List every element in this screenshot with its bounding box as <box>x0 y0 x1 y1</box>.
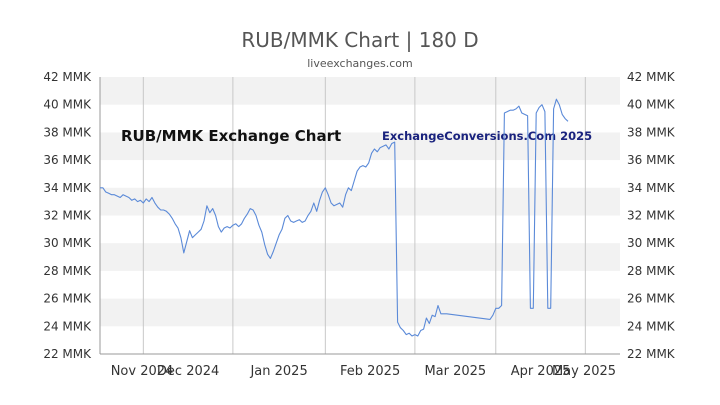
y-tick-right-1: 24 MMK <box>627 319 676 333</box>
watermark-right: ExchangeConversions.Com 2025 <box>382 129 592 143</box>
band-9 <box>100 77 620 105</box>
y-tick-left-8: 38 MMK <box>43 125 92 139</box>
band-7 <box>100 132 620 161</box>
y-axis-left-ticks: 22 MMK 24 MMK 26 MMK 28 MMK 30 MMK 32 MMK 34 M… <box>43 70 92 361</box>
y-tick-right-5: 32 MMK <box>627 209 676 223</box>
x-tick-0: Nov 2024 <box>111 364 174 379</box>
chart-title: RUB/MMK Chart | 180 D <box>241 28 478 52</box>
watermark-left: RUB/MMK Exchange Chart <box>121 127 341 145</box>
y-tick-left-2: 26 MMK <box>43 292 92 306</box>
y-tick-right-7: 36 MMK <box>627 153 676 167</box>
y-tick-left-4: 30 MMK <box>43 236 92 250</box>
axes <box>99 77 620 355</box>
y-tick-left-7: 36 MMK <box>43 153 92 167</box>
y-axis-right-ticks: 22 MMK 24 MMK 26 MMK 28 MMK 30 MMK 32 MMK 34 M… <box>627 70 676 361</box>
vertical-gridlines <box>142 77 586 354</box>
x-tick-5: Apr 2025 <box>511 364 571 379</box>
band-1 <box>100 298 620 327</box>
y-tick-left-10: 42 MMK <box>43 70 92 84</box>
y-tick-left-5: 32 MMK <box>43 209 92 223</box>
x-tick-6: May 2025 <box>552 364 616 379</box>
y-tick-right-3: 28 MMK <box>627 264 676 278</box>
x-tick-1: Dec 2024 <box>157 364 219 379</box>
y-tick-right-6: 34 MMK <box>627 181 676 195</box>
y-tick-left-6: 34 MMK <box>43 181 92 195</box>
y-tick-left-1: 24 MMK <box>43 319 92 333</box>
chart-source: liveexchanges.com <box>307 57 412 70</box>
y-tick-left-0: 22 MMK <box>43 347 92 361</box>
x-tick-2: Jan 2025 <box>249 364 307 379</box>
y-tick-right-8: 38 MMK <box>627 125 676 139</box>
y-tick-left-3: 28 MMK <box>43 264 92 278</box>
y-tick-right-9: 40 MMK <box>627 98 676 112</box>
x-tick-4: Mar 2025 <box>424 364 486 379</box>
background-bands <box>100 77 620 327</box>
y-tick-left-9: 40 MMK <box>43 98 92 112</box>
y-tick-right-0: 22 MMK <box>627 347 676 361</box>
band-5 <box>100 187 620 216</box>
x-tick-3: Feb 2025 <box>340 364 400 379</box>
y-tick-right-2: 26 MMK <box>627 292 676 306</box>
band-3 <box>100 243 620 271</box>
y-tick-right-4: 30 MMK <box>627 236 676 250</box>
series-line-0 <box>100 98 569 337</box>
series-group <box>100 98 569 337</box>
y-tick-right-10: 42 MMK <box>627 70 676 84</box>
